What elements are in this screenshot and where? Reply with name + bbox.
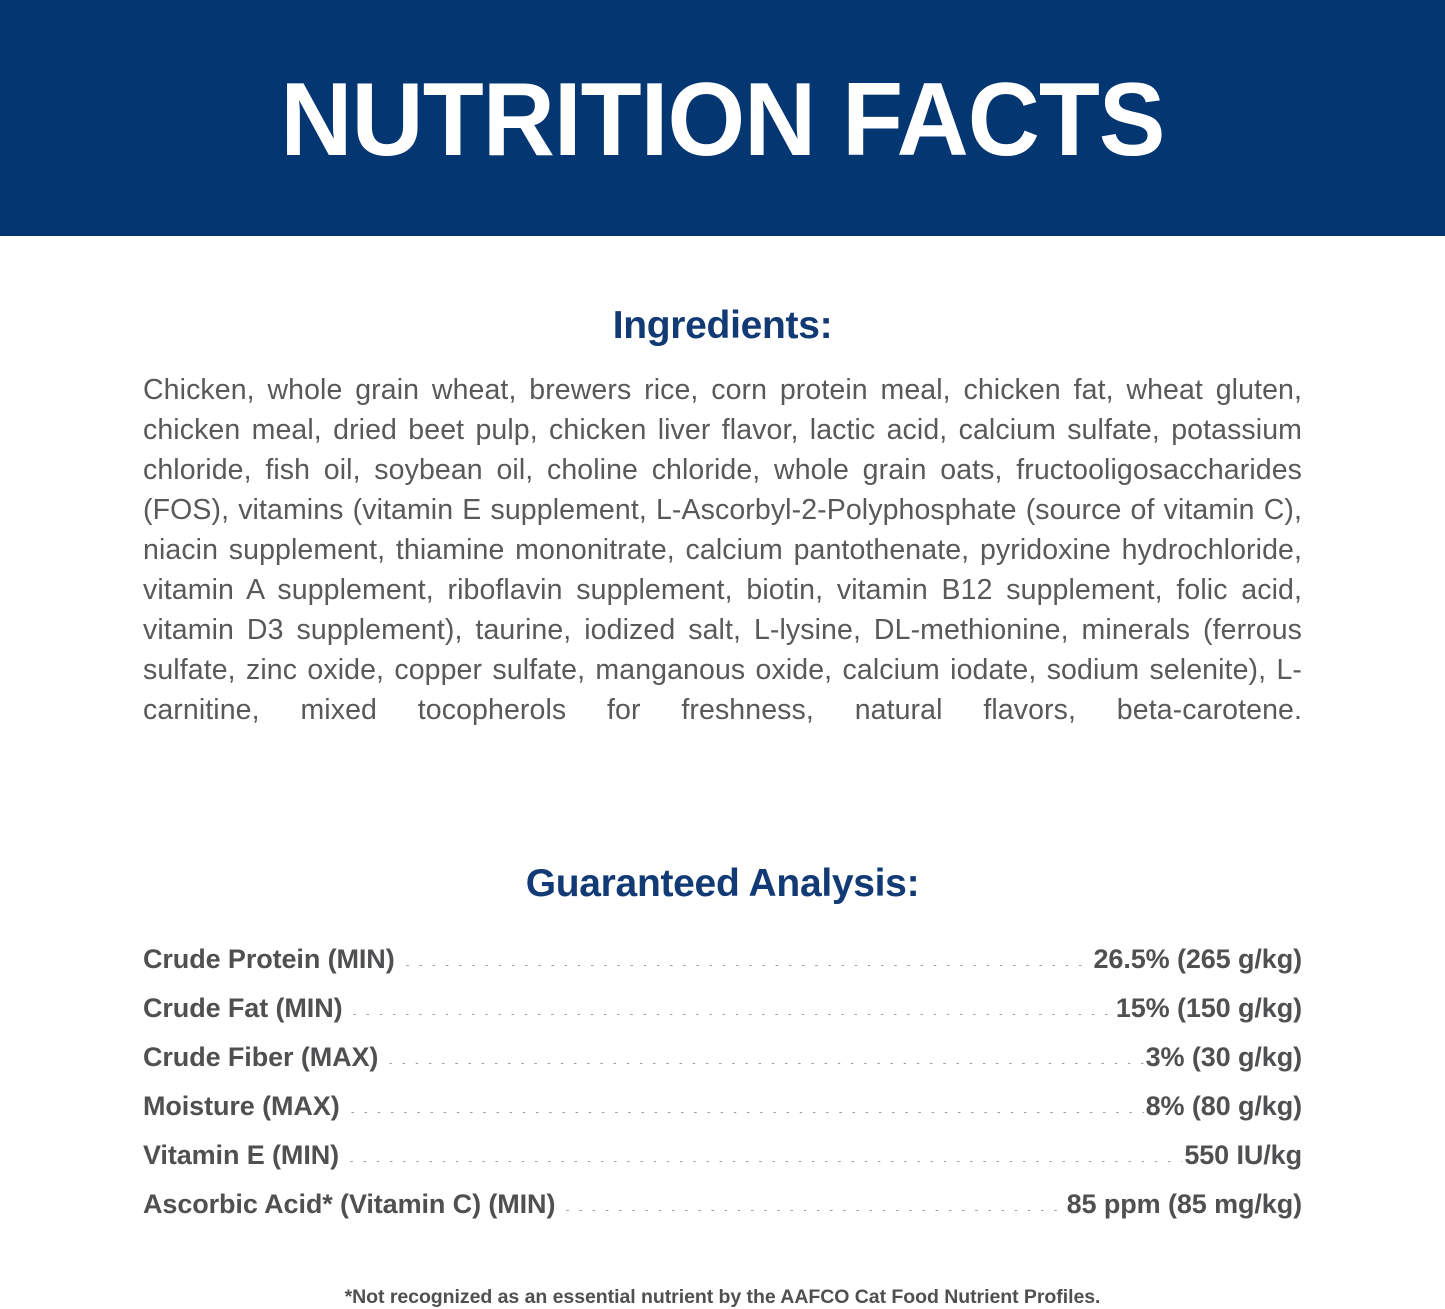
analysis-row: Crude Fat (MIN) 15% (150 g/kg) — [143, 981, 1302, 1030]
analysis-value: 26.5% (265 g/kg) — [1093, 944, 1303, 974]
analysis-value: 8% (80 g/kg) — [1145, 1091, 1302, 1121]
dotted-leader — [348, 1012, 1114, 1017]
ingredients-heading: Ingredients: — [612, 304, 833, 347]
analysis-row: Moisture (MAX) 8% (80 g/kg) — [143, 1079, 1302, 1128]
analysis-value: 550 IU/kg — [1184, 1140, 1302, 1170]
analysis-row: Ascorbic Acid* (Vitamin C) (MIN) 85 ppm (… — [143, 1177, 1302, 1226]
page-title: NUTRITION FACTS — [280, 62, 1165, 178]
analysis-label: Crude Protein (MIN) — [143, 944, 395, 974]
analysis-label: Crude Fat (MIN) — [143, 993, 343, 1023]
guaranteed-analysis-heading: Guaranteed Analysis: — [525, 862, 920, 905]
analysis-row: Crude Protein (MIN) 26.5% (265 g/kg) — [143, 932, 1302, 981]
analysis-row: Vitamin E (MIN) 550 IU/kg — [143, 1128, 1302, 1177]
dotted-leader — [400, 963, 1092, 968]
dotted-leader — [345, 1110, 1144, 1115]
analysis-row: Crude Fiber (MAX) 3% (30 g/kg) — [143, 1030, 1302, 1079]
analysis-label: Crude Fiber (MAX) — [143, 1042, 379, 1072]
analysis-value: 3% (30 g/kg) — [1145, 1042, 1302, 1072]
analysis-value: 85 ppm (85 mg/kg) — [1066, 1189, 1302, 1219]
analysis-label: Moisture (MAX) — [143, 1091, 340, 1121]
dotted-leader — [345, 1159, 1183, 1164]
ingredients-text: Chicken, whole grain wheat, brewers rice… — [143, 374, 1302, 726]
footnote-text: *Not recognized as an essential nutrient… — [344, 1286, 1101, 1308]
dotted-leader — [561, 1208, 1065, 1213]
label-content: Ingredients: Chicken, whole grain wheat,… — [0, 304, 1445, 1309]
guaranteed-analysis-table: Crude Protein (MIN) 26.5% (265 g/kg) Crude… — [143, 932, 1302, 1226]
analysis-value: 15% (150 g/kg) — [1115, 993, 1302, 1023]
analysis-label: Ascorbic Acid* (Vitamin C) (MIN) — [143, 1189, 556, 1219]
analysis-label: Vitamin E (MIN) — [143, 1140, 340, 1170]
nutrition-facts-banner: NUTRITION FACTS — [0, 0, 1445, 236]
dotted-leader — [384, 1061, 1144, 1066]
